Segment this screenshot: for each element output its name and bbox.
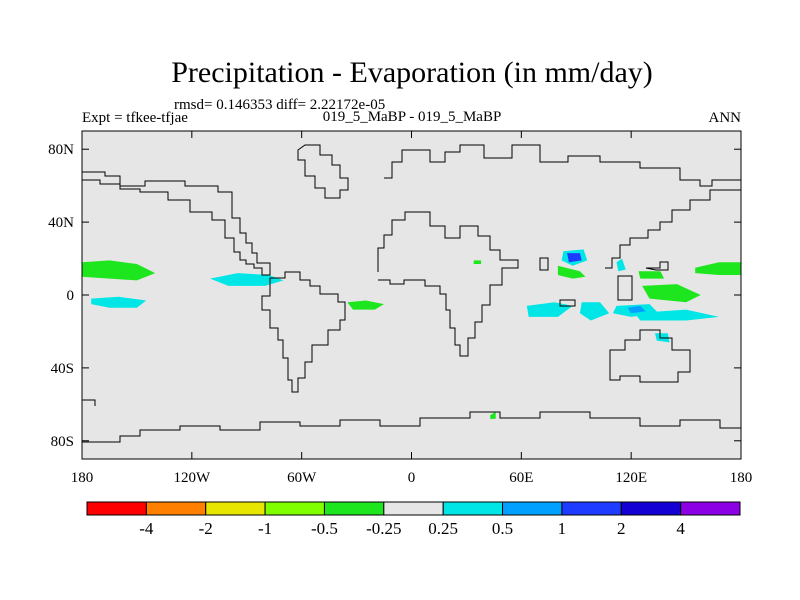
anomaly-region-18 xyxy=(473,260,482,264)
coastline-12 xyxy=(645,261,669,271)
anomaly-region-5 xyxy=(557,265,586,279)
coastline-4 xyxy=(384,144,741,187)
anomaly-region-2 xyxy=(91,296,147,308)
colorbar-box-1 xyxy=(145,501,207,516)
y-tick-label-3: 40S xyxy=(51,361,74,377)
colorbar-label-9: 4 xyxy=(676,519,685,538)
coastline-11 xyxy=(559,299,576,307)
colorbar-label-5: 0.25 xyxy=(428,519,458,538)
colorbar-box-0 xyxy=(86,501,147,516)
colorbar-label-6: 0.5 xyxy=(492,519,513,538)
colorbar-label-0: -4 xyxy=(139,519,154,538)
colorbar-box-4 xyxy=(323,501,385,516)
anomaly-region-11 xyxy=(634,309,719,321)
x-tick-label-3: 0 xyxy=(408,470,416,486)
y-tick-label-0: 80N xyxy=(48,142,74,158)
coastline-8 xyxy=(605,189,741,269)
x-tick-label-0: 180 xyxy=(71,470,94,486)
x-tick-label-2: 60W xyxy=(287,470,317,486)
season-label: ANN xyxy=(709,110,742,126)
colorbar-box-10 xyxy=(680,501,741,516)
colorbar-label-7: 1 xyxy=(558,519,567,538)
colorbar-label-1: -2 xyxy=(199,519,213,538)
anomaly-region-0 xyxy=(82,260,156,281)
colorbar-box-6 xyxy=(442,501,504,516)
coastline-10 xyxy=(617,275,633,301)
colorbar-box-2 xyxy=(205,501,266,516)
y-axis: 80N 40N 0 40S 80S xyxy=(48,142,741,450)
colorbar-box-5 xyxy=(383,501,444,516)
anomaly-region-3 xyxy=(210,273,284,286)
coastline-2 xyxy=(297,144,349,199)
y-tick-label-2: 0 xyxy=(67,288,75,304)
coastline-1 xyxy=(261,271,346,393)
x-tick-label-4: 60E xyxy=(509,470,533,486)
colorbar-label-4: -0.25 xyxy=(366,519,401,538)
anomaly-region-17 xyxy=(490,411,496,419)
coastline-7 xyxy=(609,329,691,383)
coastline-6 xyxy=(82,411,741,443)
anomaly-layer xyxy=(82,249,741,419)
coastline-layer xyxy=(81,144,741,443)
anomaly-region-1 xyxy=(695,262,741,275)
x-tick-label-6: 180 xyxy=(730,470,753,486)
colorbar-box-7 xyxy=(502,501,563,516)
chart-subtitle: rmsd= 0.146353 diff= 2.22172e-05 xyxy=(174,97,385,113)
coastline-0 xyxy=(82,171,271,276)
experiment-label: Expt = tfkee-tfjae xyxy=(82,110,188,126)
colorbar-label-2: -1 xyxy=(258,519,272,538)
anomaly-region-7 xyxy=(567,253,582,263)
anomaly-region-16 xyxy=(616,258,626,272)
anomaly-region-13 xyxy=(642,284,701,303)
anomaly-region-14 xyxy=(638,271,665,279)
colorbar-box-3 xyxy=(264,501,325,516)
colorbar-box-8 xyxy=(561,501,622,516)
x-tick-label-5: 120E xyxy=(615,470,647,486)
x-axis: 180 120W 60W 0 60E 120E 180 xyxy=(71,131,753,486)
colorbar: -4 -2 -1 -0.5 -0.25 0.25 0.5 1 2 4 xyxy=(86,501,741,538)
colorbar-label-3: -0.5 xyxy=(311,519,338,538)
anomaly-region-9 xyxy=(579,302,610,321)
colorbar-box-9 xyxy=(620,501,682,516)
colorbar-label-8: 2 xyxy=(617,519,626,538)
case-label: 019_5_MaBP - 019_5_MaBP xyxy=(323,109,502,125)
coastline-3 xyxy=(377,211,519,357)
x-tick-label-1: 120W xyxy=(173,470,211,486)
anomaly-region-4 xyxy=(347,300,384,310)
y-tick-label-4: 80S xyxy=(51,434,74,450)
map-background xyxy=(82,131,741,459)
anomaly-region-12 xyxy=(627,305,646,314)
chart-title: Precipitation - Evaporation (in mm/day) xyxy=(171,56,653,89)
coastline-9 xyxy=(539,257,549,271)
y-tick-label-1: 40N xyxy=(48,215,74,231)
